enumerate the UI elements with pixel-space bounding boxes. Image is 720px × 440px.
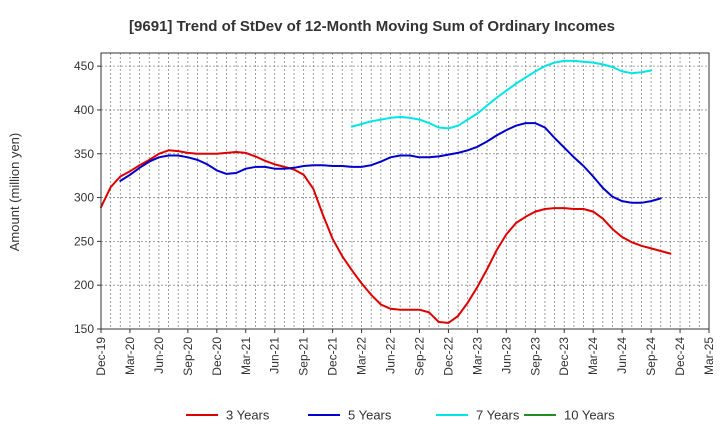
y-tick-label: 250 xyxy=(74,234,94,248)
x-tick-label: Sep-22 xyxy=(412,337,426,376)
x-tick-label: Jun-24 xyxy=(615,337,629,374)
y-tick-label: 300 xyxy=(74,191,94,205)
chart-title: [9691] Trend of StDev of 12-Month Moving… xyxy=(129,18,615,35)
legend-label-5-years: 5 Years xyxy=(348,408,392,423)
x-tick-label: Mar-21 xyxy=(239,337,253,375)
y-axis-label: Amount (million yen) xyxy=(7,133,22,252)
x-tick-label: Dec-19 xyxy=(94,337,108,376)
x-tick-label: Jun-21 xyxy=(268,337,282,374)
x-tick-label: Dec-21 xyxy=(326,337,340,376)
legend-label-7-years: 7 Years xyxy=(476,408,520,423)
x-tick-label: Sep-20 xyxy=(181,337,195,376)
plot-frame xyxy=(100,52,710,330)
series-layer xyxy=(100,59,672,324)
x-tick-label: Mar-20 xyxy=(123,337,137,375)
y-tick-label: 450 xyxy=(74,59,94,73)
x-tick-label: Mar-22 xyxy=(355,337,369,375)
series-line-3-years xyxy=(100,149,672,324)
y-tick-label: 350 xyxy=(74,147,94,161)
x-tick-label: Sep-23 xyxy=(528,337,542,376)
x-tick-label: Dec-20 xyxy=(210,337,224,376)
x-tick-label: Mar-24 xyxy=(586,337,600,375)
y-tick-label: 150 xyxy=(74,322,94,336)
x-tick-label: Jun-23 xyxy=(499,337,513,374)
x-tick-label: Dec-23 xyxy=(557,337,571,376)
x-tick-layer: Dec-19 Mar-20 Jun-20 Sep-20 Dec-20 Mar-21 Jun-… xyxy=(94,329,716,376)
legend: 3 Years 5 Years 7 Years 10 Years xyxy=(186,408,615,423)
x-tick-label: Jun-22 xyxy=(384,337,398,374)
y-tick-label: 200 xyxy=(74,278,94,292)
x-tick-label: Mar-25 xyxy=(702,337,716,375)
y-tick-label: 400 xyxy=(74,103,94,117)
grid-layer xyxy=(100,53,710,330)
series-line-5-years xyxy=(119,122,662,204)
x-tick-label: Dec-24 xyxy=(673,337,687,376)
legend-label-10-years: 10 Years xyxy=(564,408,615,423)
x-tick-label: Sep-24 xyxy=(644,337,658,376)
x-tick-label: Mar-23 xyxy=(470,337,484,375)
x-tick-label: Dec-22 xyxy=(441,337,455,376)
series-line-7-years xyxy=(350,59,653,130)
y-tick-layer: 150 200 250 300 350 400 450 xyxy=(74,59,101,336)
x-tick-label: Sep-21 xyxy=(297,337,311,376)
legend-label-3-years: 3 Years xyxy=(226,408,270,423)
x-tick-label: Jun-20 xyxy=(152,337,166,374)
